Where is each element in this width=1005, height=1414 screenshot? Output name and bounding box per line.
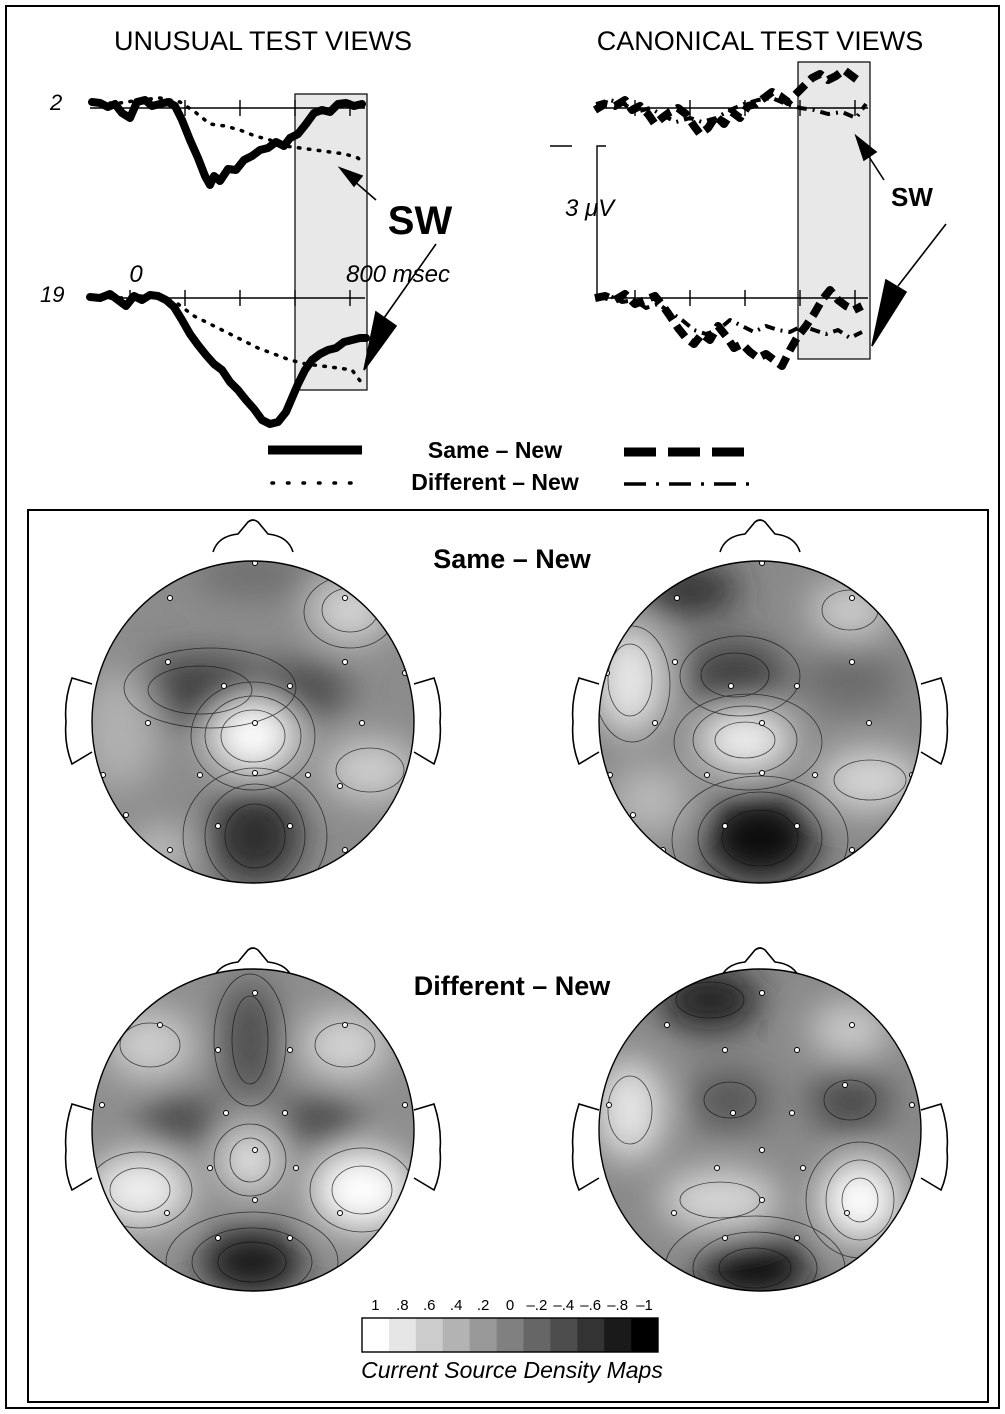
- unusual-e19-same-new-trace: [86, 290, 370, 428]
- colorbar-swatch: [496, 1318, 524, 1352]
- colorbar-tick-label: .6: [423, 1297, 436, 1314]
- voltage-scale-bar: [550, 145, 606, 296]
- colorbar-tick-label: 0: [506, 1297, 514, 1314]
- colorbar-tick-label: –.8: [607, 1297, 628, 1314]
- head-map-canonical-different: [571, 947, 949, 1292]
- colorbar-tick-label: .8: [396, 1297, 409, 1314]
- maps-panel-frame: [27, 509, 989, 1403]
- colorbar-swatch: [604, 1318, 632, 1352]
- canonical-e2-same-new-trace: [592, 66, 863, 138]
- electrode-2-label: 2: [49, 90, 62, 115]
- colorbar-swatch: [415, 1318, 444, 1352]
- sw-label-small: SW: [891, 182, 933, 212]
- colorbar-tick-label: .4: [450, 1297, 463, 1314]
- colorbar-tick-label: –.6: [580, 1297, 601, 1314]
- colorbar-tick-label: 1: [371, 1297, 379, 1314]
- canonical-e19-different-new-trace: [595, 294, 863, 340]
- colorbar-border: [361, 1317, 659, 1353]
- legend-same-new-label: Same – New: [428, 437, 562, 463]
- colorbar-swatch: [550, 1318, 578, 1352]
- same-new-maps-title: Same – New: [433, 544, 592, 574]
- different-new-maps-title: Different – New: [414, 971, 612, 1001]
- head-map-canonical-same: [571, 519, 949, 884]
- electrode-19-label: 19: [40, 282, 64, 307]
- erp-legend: Same – New Different – New: [268, 437, 750, 495]
- legend-different-new-label: Different – New: [411, 469, 579, 495]
- canonical-e19-same-new-trace: [594, 286, 864, 370]
- colorbar-swatch: [577, 1318, 605, 1352]
- outer-frame: [5, 5, 1000, 1409]
- canonical-views-title: CANONICAL TEST VIEWS: [597, 26, 924, 56]
- colorbar-swatch: [469, 1318, 497, 1352]
- voltage-scale-label: 3 μV: [565, 195, 616, 222]
- colorbar-swatch: [362, 1318, 390, 1352]
- colorbar: 1 .8 .6 .4 .2 0 –.2 –.4 –.6 –.8 –1: [361, 1297, 659, 1353]
- time-zero-label: 0: [129, 261, 143, 288]
- canonical-e2-different-new-trace: [595, 96, 868, 124]
- unusual-e2-same-new-trace: [88, 96, 366, 189]
- colorbar-tick-label: .2: [477, 1297, 490, 1314]
- colorbar-swatch: [631, 1318, 659, 1352]
- sw-arrows: [337, 133, 947, 371]
- colorbar-swatch: [388, 1318, 417, 1352]
- colorbar-swatch: [523, 1318, 551, 1352]
- colorbar-tick-label: –.4: [553, 1297, 574, 1314]
- head-map-unusual-same: [64, 519, 442, 884]
- electrode-dots: [100, 561, 408, 853]
- colorbar-swatch: [442, 1318, 470, 1352]
- time-end-label: 800 msec: [346, 261, 450, 288]
- colorbar-tick-label: –1: [636, 1297, 653, 1314]
- unusual-views-title: UNUSUAL TEST VIEWS: [114, 26, 412, 56]
- colorbar-tick-label: –.2: [526, 1297, 547, 1314]
- colorbar-caption: Current Source Density Maps: [361, 1357, 663, 1383]
- head-map-unusual-different: [64, 947, 442, 1292]
- sw-window-canonical: [797, 61, 871, 360]
- sw-label-large: SW: [388, 199, 453, 243]
